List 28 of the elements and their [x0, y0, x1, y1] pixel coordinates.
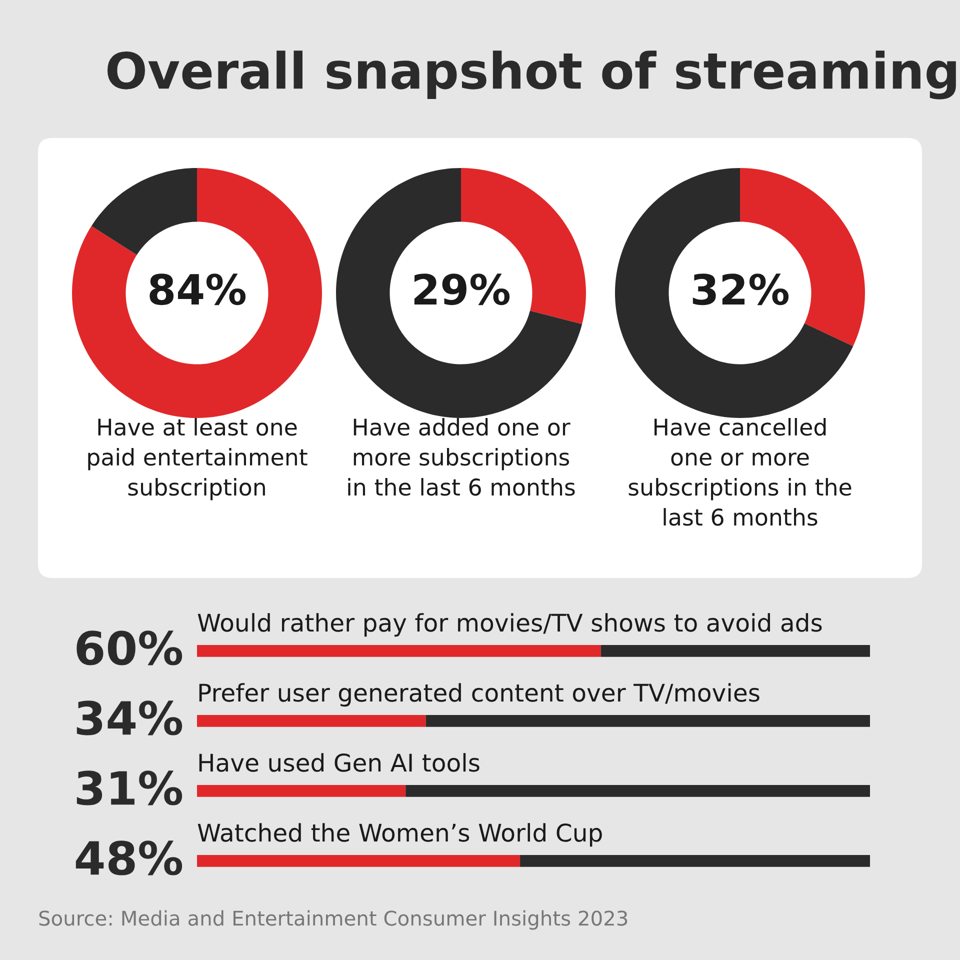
data-label: 29% [414, 274, 510, 306]
bar [426, 715, 870, 727]
bar [197, 785, 406, 797]
y-tick-label: Watched the Women’s World Cup [198, 823, 602, 847]
bar [197, 715, 426, 727]
data-label: 84% [150, 274, 246, 306]
data-label: 32% [692, 274, 789, 306]
donut-slice [72, 168, 322, 418]
text: Have at least one paid entertainment subscription [88, 418, 308, 500]
y-tick-label: Would rather pay for movies/TV shows to avoid ads [198, 613, 822, 637]
source-note: Source: Media and Entertainment Consumer Insights 2023 [39, 910, 628, 930]
text: Have cancelled one or more subscriptions in the last 6 months [628, 418, 852, 526]
text: Overall snapshot of streaming [107, 50, 956, 100]
bar [600, 645, 870, 657]
y-tick-label: Have used Gen AI tools [199, 753, 480, 772]
text: Have added one or more subscriptions in the last 6 months [348, 418, 575, 496]
data-label: 34% [76, 700, 182, 736]
bar [197, 645, 601, 657]
bar [520, 855, 870, 867]
data-label: 31% [76, 770, 182, 806]
donut-slice [91, 168, 197, 255]
data-label: 60% [76, 630, 182, 666]
bar [197, 855, 520, 867]
donut-slice [336, 168, 582, 418]
y-tick-label: Prefer user generated content over TV/movies [199, 683, 760, 707]
bar [406, 785, 870, 797]
donut-slice [615, 168, 854, 418]
data-label: 48% [76, 840, 182, 876]
